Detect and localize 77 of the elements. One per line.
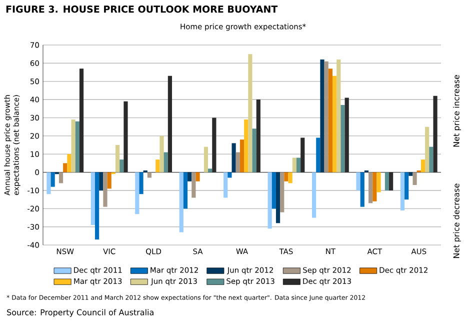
bar bbox=[268, 172, 272, 229]
bar bbox=[420, 160, 426, 172]
bar bbox=[67, 154, 72, 172]
bar bbox=[316, 138, 320, 172]
bar bbox=[288, 172, 292, 184]
bar bbox=[276, 172, 280, 224]
bar bbox=[433, 96, 438, 172]
bar bbox=[429, 146, 434, 172]
bar bbox=[147, 172, 152, 178]
text: Net price increase bbox=[453, 75, 461, 147]
bar bbox=[168, 76, 172, 172]
bar bbox=[372, 172, 377, 202]
bar bbox=[296, 158, 301, 172]
source-note: Source: Property Council of Australia bbox=[7, 309, 154, 317]
bar bbox=[204, 146, 208, 172]
bar bbox=[408, 172, 413, 176]
bar bbox=[135, 172, 140, 214]
chart-title: FIGURE 3. HOUSE PRICE OUTLOOK MORE BUOYANT bbox=[6, 6, 278, 13]
bar bbox=[75, 121, 80, 172]
bar bbox=[300, 138, 305, 172]
bar bbox=[90, 172, 95, 225]
bar bbox=[272, 172, 276, 209]
bar bbox=[103, 172, 108, 207]
bar bbox=[212, 118, 216, 172]
bar bbox=[368, 172, 373, 204]
bar bbox=[71, 120, 76, 172]
bar bbox=[63, 163, 68, 172]
bar bbox=[196, 172, 200, 182]
bar bbox=[312, 172, 316, 218]
bar bbox=[400, 172, 405, 210]
bar bbox=[292, 158, 296, 172]
bar bbox=[244, 120, 248, 172]
bar bbox=[179, 172, 184, 232]
bar bbox=[328, 68, 332, 172]
bar bbox=[248, 54, 252, 172]
bar bbox=[232, 143, 236, 172]
bar bbox=[188, 172, 192, 182]
bar bbox=[79, 68, 84, 172]
bar bbox=[115, 144, 120, 172]
bar bbox=[404, 172, 409, 200]
bar bbox=[336, 60, 341, 172]
bar bbox=[107, 172, 112, 189]
bar bbox=[389, 172, 394, 190]
bar bbox=[164, 152, 168, 172]
bar bbox=[50, 172, 55, 187]
bar bbox=[160, 136, 164, 172]
bar bbox=[240, 140, 244, 172]
bar bbox=[58, 172, 64, 184]
bar bbox=[332, 76, 337, 172]
bar bbox=[384, 172, 390, 190]
bar bbox=[425, 126, 430, 172]
bar bbox=[99, 172, 104, 190]
bar bbox=[280, 172, 284, 212]
bar bbox=[256, 100, 260, 172]
bar bbox=[139, 172, 144, 194]
bar bbox=[320, 60, 324, 172]
bar bbox=[236, 152, 240, 172]
text: Net price decrease bbox=[453, 184, 461, 258]
bar bbox=[156, 160, 160, 172]
bar bbox=[94, 172, 100, 240]
bar bbox=[340, 104, 345, 172]
bar bbox=[228, 172, 232, 178]
bar bbox=[376, 172, 381, 192]
bar bbox=[46, 172, 51, 194]
bar bbox=[356, 172, 360, 190]
bar bbox=[183, 172, 188, 209]
bar bbox=[344, 98, 349, 172]
bar bbox=[124, 101, 128, 172]
bar bbox=[412, 172, 417, 185]
bar bbox=[252, 128, 256, 172]
bar bbox=[208, 168, 212, 172]
bar bbox=[324, 61, 328, 172]
bar bbox=[192, 172, 196, 198]
bar bbox=[224, 172, 228, 198]
bar bbox=[120, 160, 124, 172]
bar bbox=[284, 172, 288, 182]
bar bbox=[360, 172, 364, 207]
